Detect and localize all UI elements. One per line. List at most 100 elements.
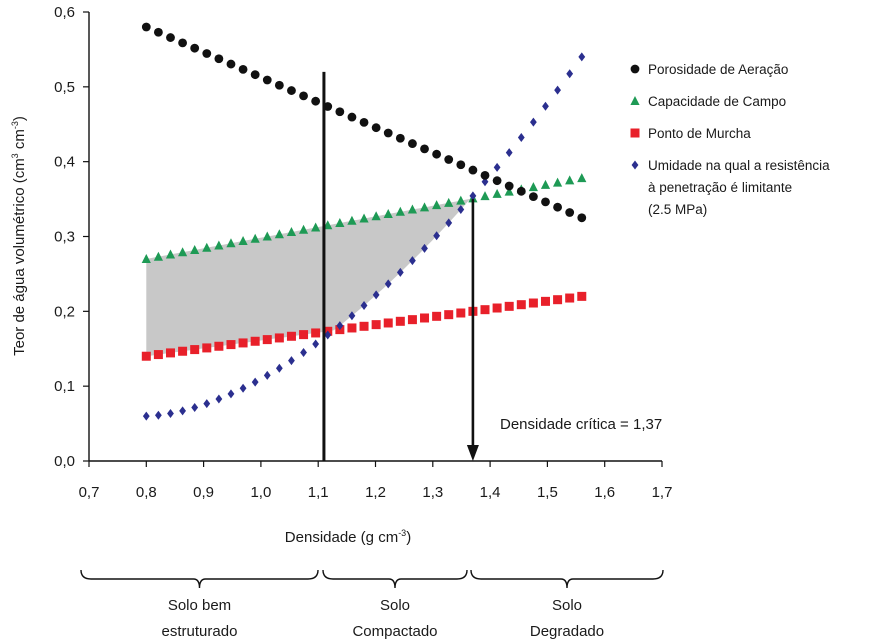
data-point	[359, 117, 369, 127]
y-tick-label: 0,4	[54, 154, 75, 171]
legend-label: Capacidade de Campo	[648, 94, 786, 109]
data-point	[298, 224, 309, 234]
data-point	[457, 205, 465, 215]
data-point	[263, 370, 271, 380]
data-point	[359, 213, 369, 223]
data-point	[287, 86, 296, 95]
data-point	[202, 49, 212, 58]
data-point	[262, 335, 272, 345]
data-point	[468, 165, 478, 175]
data-point	[202, 242, 212, 252]
data-point	[288, 356, 295, 366]
data-point	[432, 200, 442, 210]
y-tick-label: 0,6	[54, 4, 75, 21]
legend-marker	[631, 160, 639, 170]
data-point	[407, 204, 418, 214]
data-point	[492, 303, 502, 313]
shaded-region	[146, 195, 473, 357]
data-point	[226, 238, 236, 248]
data-point	[299, 330, 309, 340]
data-point	[203, 399, 211, 409]
x-tick-label: 0,9	[193, 484, 214, 501]
data-point	[274, 229, 284, 239]
data-point	[407, 315, 417, 325]
critical-density-arrow-head	[466, 445, 479, 461]
data-point	[286, 227, 297, 237]
legend-marker	[630, 64, 640, 74]
data-point	[383, 209, 393, 219]
zone-brace	[322, 569, 468, 589]
legend-label: Umidade na qual a resistência	[648, 158, 830, 173]
data-point	[251, 377, 259, 387]
data-point	[153, 27, 163, 37]
data-point	[141, 351, 151, 361]
data-point	[360, 301, 368, 311]
data-point	[480, 305, 490, 315]
data-point	[371, 320, 381, 330]
data-point	[528, 298, 538, 308]
zone-label-line2: estruturado	[162, 623, 238, 640]
data-point	[528, 182, 538, 192]
data-point	[299, 91, 308, 101]
data-point	[336, 321, 344, 331]
x-tick-label: 1,0	[250, 484, 271, 501]
y-axis-title: Teor de água volumétrico (cm3 cm-3)	[10, 116, 28, 356]
x-tick-label: 1,1	[308, 484, 329, 501]
data-point	[371, 211, 381, 221]
data-point	[554, 85, 561, 95]
data-point	[577, 173, 587, 183]
data-point	[433, 231, 441, 241]
critical-density-annotation: Densidade crítica = 1,37	[500, 416, 662, 433]
zone-label-line2: Degradado	[530, 623, 604, 640]
data-point	[419, 202, 430, 212]
data-point	[214, 341, 224, 351]
series-square	[141, 291, 587, 361]
data-point	[190, 244, 200, 254]
data-point	[359, 321, 369, 331]
x-tick-label: 0,8	[136, 484, 157, 501]
data-point	[274, 333, 284, 343]
data-point	[250, 336, 260, 346]
data-point	[444, 197, 454, 207]
data-point	[347, 112, 357, 122]
data-point	[529, 117, 537, 127]
data-point	[239, 383, 247, 393]
legend-label: à penetração é limitante	[648, 180, 792, 195]
data-point	[516, 186, 526, 196]
data-point	[262, 75, 272, 85]
shaded-region-layer	[146, 195, 473, 357]
data-point	[505, 148, 513, 158]
data-point	[347, 215, 357, 225]
data-point	[553, 295, 563, 305]
data-point	[480, 191, 490, 201]
data-point	[250, 70, 260, 80]
legend-label: Ponto de Murcha	[648, 126, 751, 141]
data-point	[191, 403, 199, 413]
x-tick-label: 1,4	[480, 484, 501, 501]
x-tick-label: 1,5	[537, 484, 558, 501]
data-point	[190, 345, 200, 355]
data-point	[420, 144, 429, 154]
data-point	[395, 206, 405, 216]
data-point	[566, 69, 574, 79]
data-point	[493, 162, 501, 172]
legend: Porosidade de Aeração Capacidade de Campo…	[630, 62, 830, 217]
data-point	[516, 300, 526, 310]
data-point	[262, 231, 272, 241]
data-point	[238, 235, 248, 245]
data-point	[190, 43, 200, 53]
series-diamond	[142, 52, 586, 421]
legend-label: Porosidade de Aeração	[648, 62, 788, 77]
y-tick-label: 0,3	[54, 229, 75, 246]
data-point	[238, 338, 248, 348]
data-point	[578, 52, 586, 62]
data-point	[323, 102, 333, 111]
data-point	[153, 350, 163, 360]
data-point	[214, 54, 224, 64]
data-point	[312, 339, 320, 349]
data-point	[445, 218, 453, 228]
x-tick-label: 1,3	[422, 484, 443, 501]
data-point	[492, 176, 502, 186]
data-point	[250, 233, 260, 243]
